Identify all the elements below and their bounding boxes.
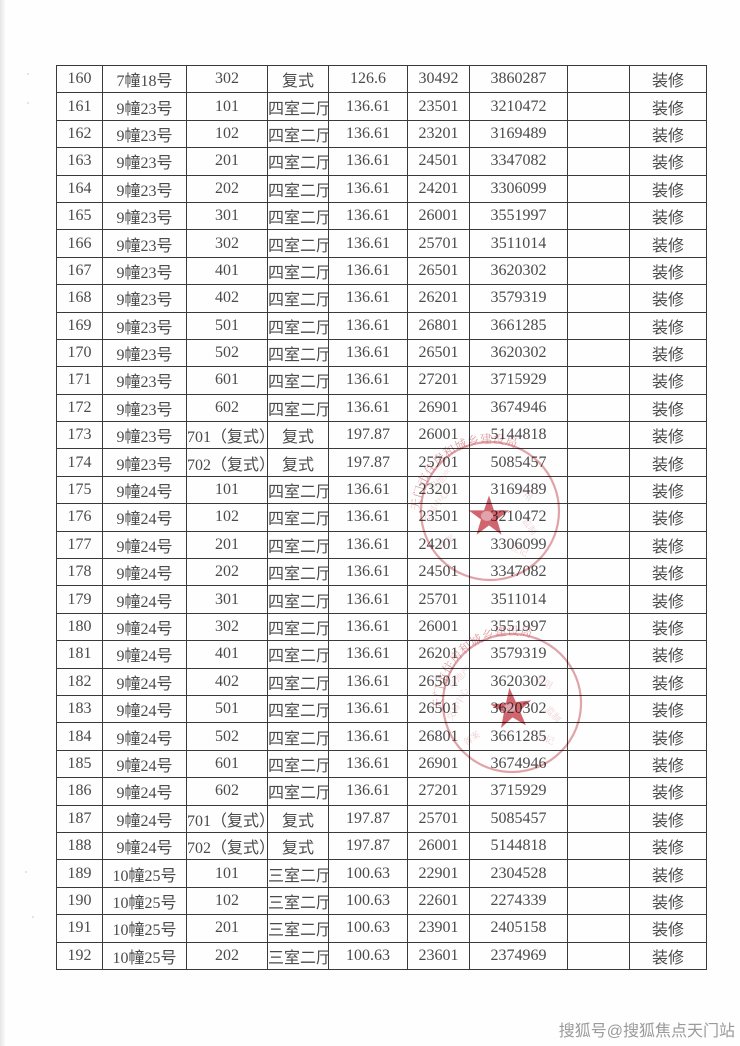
svg-text:天门市住房和城乡建设局: 天门市住房和城乡建设局 xyxy=(410,431,520,511)
svg-text:备案: 备案 xyxy=(435,531,457,551)
svg-text:监制: 监制 xyxy=(543,703,565,725)
svg-text:备案: 备案 xyxy=(460,727,482,748)
svg-text:天门市住房和城乡建设局: 天门市住房和城乡建设局 xyxy=(424,619,542,712)
svg-text:登记: 登记 xyxy=(535,729,556,747)
svg-text:专用: 专用 xyxy=(533,672,555,692)
svg-text:专用: 专用 xyxy=(513,483,535,504)
svg-text:登记: 登记 xyxy=(509,540,531,559)
svg-text:监制: 监制 xyxy=(520,515,541,537)
